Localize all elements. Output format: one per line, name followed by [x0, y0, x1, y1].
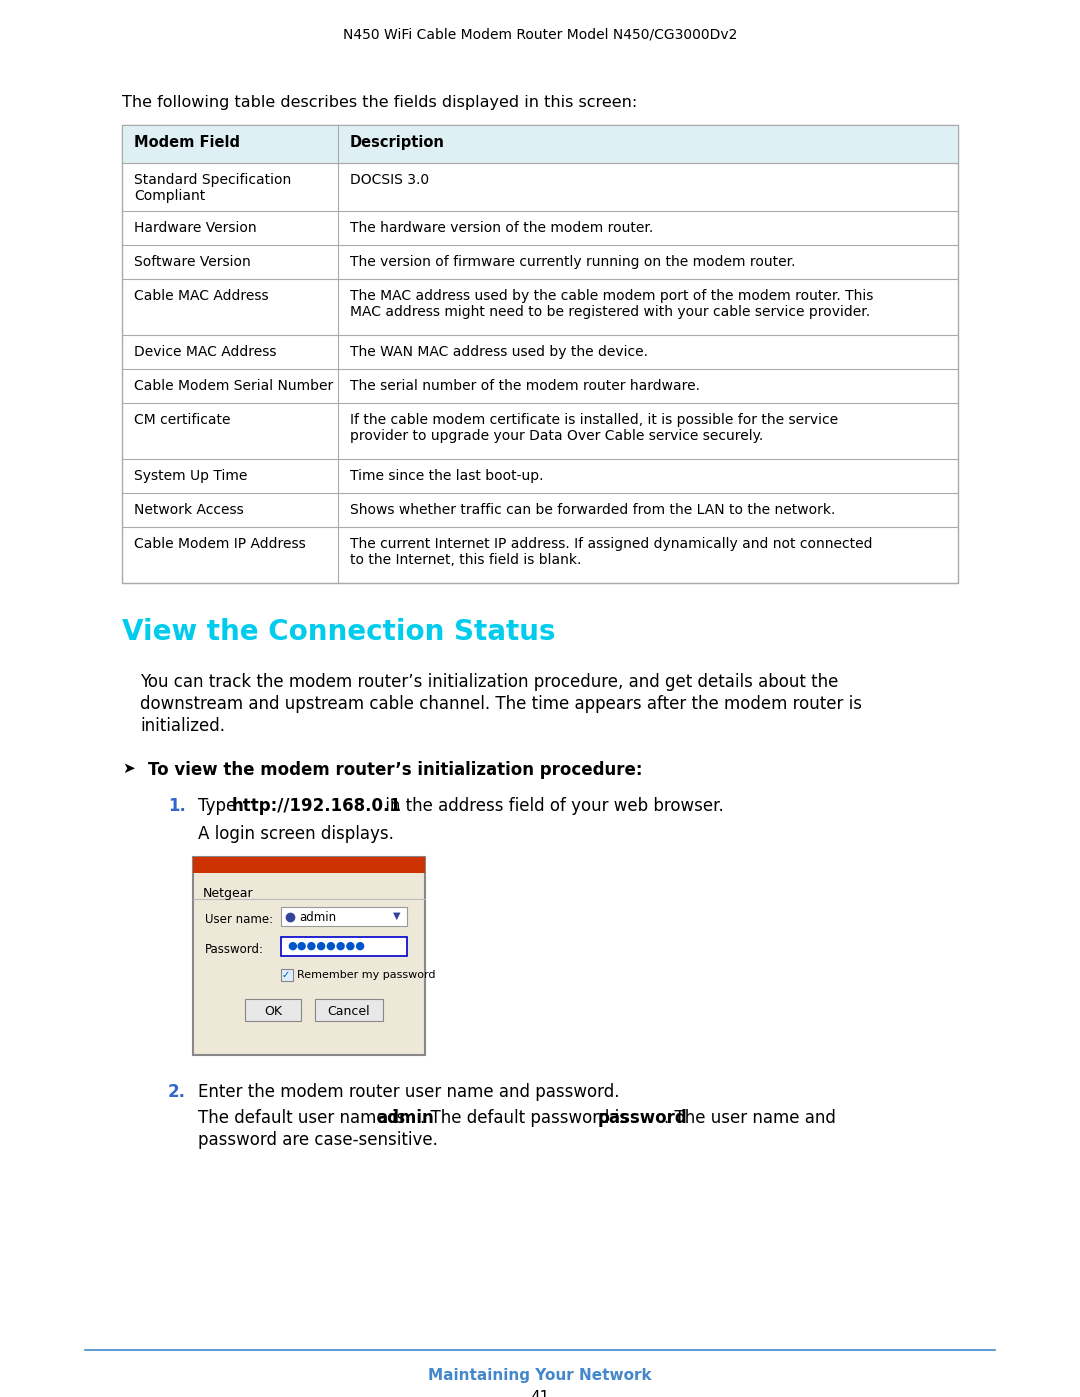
Text: Software Version: Software Version — [134, 256, 251, 270]
Text: Standard Specification: Standard Specification — [134, 173, 292, 187]
Text: Netgear: Netgear — [203, 887, 254, 900]
Text: A login screen displays.: A login screen displays. — [198, 826, 394, 842]
Text: Description: Description — [350, 136, 445, 149]
Text: The hardware version of the modem router.: The hardware version of the modem router… — [350, 221, 653, 235]
Text: ▼: ▼ — [393, 911, 401, 921]
Text: in the address field of your web browser.: in the address field of your web browser… — [380, 798, 724, 814]
FancyBboxPatch shape — [315, 999, 383, 1021]
Text: downstream and upstream cable channel. The time appears after the modem router i: downstream and upstream cable channel. T… — [140, 694, 862, 712]
FancyBboxPatch shape — [193, 856, 426, 873]
Polygon shape — [122, 124, 958, 163]
Text: Password:: Password: — [205, 943, 264, 956]
Text: Time since the last boot-up.: Time since the last boot-up. — [350, 469, 543, 483]
Text: The following table describes the fields displayed in this screen:: The following table describes the fields… — [122, 95, 637, 110]
Text: Shows whether traffic can be forwarded from the LAN to the network.: Shows whether traffic can be forwarded f… — [350, 503, 835, 517]
FancyBboxPatch shape — [281, 907, 407, 926]
Text: N450 WiFi Cable Modem Router Model N450/CG3000Dv2: N450 WiFi Cable Modem Router Model N450/… — [342, 28, 738, 42]
Text: http://192.168.0.1: http://192.168.0.1 — [232, 798, 402, 814]
Text: initialized.: initialized. — [140, 717, 225, 735]
Text: System Up Time: System Up Time — [134, 469, 247, 483]
Text: Cancel: Cancel — [327, 1004, 370, 1018]
Text: View the Connection Status: View the Connection Status — [122, 617, 555, 645]
Text: You can track the modem router’s initialization procedure, and get details about: You can track the modem router’s initial… — [140, 673, 838, 692]
Text: The default user name is: The default user name is — [198, 1109, 410, 1127]
Text: Maintaining Your Network: Maintaining Your Network — [428, 1368, 652, 1383]
Text: Hardware Version: Hardware Version — [134, 221, 257, 235]
Text: User name:: User name: — [205, 914, 273, 926]
Text: 2.: 2. — [168, 1083, 186, 1101]
Text: Device MAC Address: Device MAC Address — [134, 345, 276, 359]
Text: ✓: ✓ — [282, 970, 291, 981]
Text: 1.: 1. — [168, 798, 186, 814]
Text: ➤: ➤ — [122, 761, 135, 775]
FancyBboxPatch shape — [281, 970, 293, 981]
Text: ●●●●●●●●: ●●●●●●●● — [287, 942, 365, 951]
Text: MAC address might need to be registered with your cable service provider.: MAC address might need to be registered … — [350, 305, 870, 319]
Text: If the cable modem certificate is installed, it is possible for the service: If the cable modem certificate is instal… — [350, 414, 838, 427]
Text: admin: admin — [299, 911, 336, 923]
Text: CM certificate: CM certificate — [134, 414, 230, 427]
Text: Type: Type — [198, 798, 242, 814]
Text: Cable Modem IP Address: Cable Modem IP Address — [134, 536, 306, 550]
Text: to the Internet, this field is blank.: to the Internet, this field is blank. — [350, 553, 581, 567]
Text: . The default password is: . The default password is — [420, 1109, 633, 1127]
Text: The version of firmware currently running on the modem router.: The version of firmware currently runnin… — [350, 256, 796, 270]
Text: The current Internet IP address. If assigned dynamically and not connected: The current Internet IP address. If assi… — [350, 536, 873, 550]
Text: provider to upgrade your Data Over Cable service securely.: provider to upgrade your Data Over Cable… — [350, 429, 764, 443]
Text: 41: 41 — [530, 1390, 550, 1397]
Text: Compliant: Compliant — [134, 189, 205, 203]
Text: Network Access: Network Access — [134, 503, 244, 517]
FancyBboxPatch shape — [281, 937, 407, 956]
Text: OK: OK — [264, 1004, 282, 1018]
Text: Cable Modem Serial Number: Cable Modem Serial Number — [134, 379, 334, 393]
FancyBboxPatch shape — [193, 856, 426, 1055]
Text: The WAN MAC address used by the device.: The WAN MAC address used by the device. — [350, 345, 648, 359]
Text: password: password — [598, 1109, 688, 1127]
Text: Remember my password: Remember my password — [297, 970, 435, 981]
Text: . The user name and: . The user name and — [664, 1109, 836, 1127]
Text: Enter the modem router user name and password.: Enter the modem router user name and pas… — [198, 1083, 620, 1101]
Text: Modem Field: Modem Field — [134, 136, 240, 149]
Text: admin: admin — [376, 1109, 434, 1127]
Text: To view the modem router’s initialization procedure:: To view the modem router’s initializatio… — [148, 761, 643, 780]
Text: Cable MAC Address: Cable MAC Address — [134, 289, 269, 303]
FancyBboxPatch shape — [245, 999, 301, 1021]
Text: The MAC address used by the cable modem port of the modem router. This: The MAC address used by the cable modem … — [350, 289, 874, 303]
Text: The serial number of the modem router hardware.: The serial number of the modem router ha… — [350, 379, 700, 393]
Text: DOCSIS 3.0: DOCSIS 3.0 — [350, 173, 429, 187]
Text: password are case-sensitive.: password are case-sensitive. — [198, 1132, 437, 1148]
